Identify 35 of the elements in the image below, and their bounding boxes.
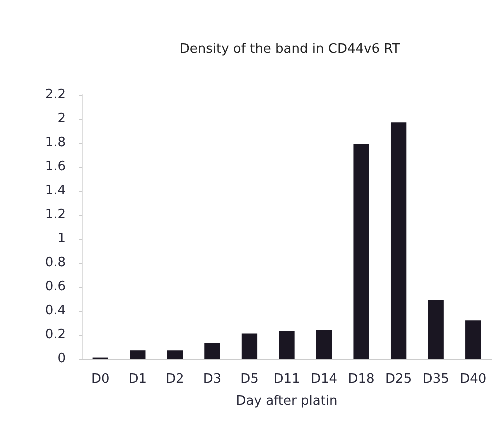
bar [130, 350, 146, 359]
y-tick-label: 1.8 [45, 136, 66, 150]
bar [354, 144, 370, 359]
x-tick-label: D25 [386, 372, 412, 387]
x-tick-label: D11 [274, 372, 300, 387]
y-tick-label: 0 [58, 352, 66, 366]
bar [466, 320, 482, 359]
bar [390, 122, 407, 359]
y-tick-label: 1.4 [45, 184, 66, 198]
y-tick-label: 0.2 [45, 328, 66, 342]
y-tick-label: 2.2 [45, 88, 66, 102]
x-tick-label: D18 [348, 372, 375, 387]
bar [204, 343, 220, 359]
y-tick-label: 1.6 [45, 160, 66, 174]
x-tick-label: D0 [91, 372, 110, 387]
x-tick-label: D5 [240, 372, 259, 387]
y-tick-label: 2 [58, 112, 66, 126]
y-tick-label: 1.2 [45, 208, 66, 222]
chart-title: Density of the band in CD44v6 RT [180, 42, 400, 57]
y-tick-label: 0.4 [45, 304, 66, 318]
bar [428, 300, 444, 359]
bar [279, 331, 295, 359]
bar [242, 334, 258, 359]
y-tick-label: 0.6 [45, 280, 66, 294]
bar [167, 350, 184, 359]
x-tick-label: D2 [166, 372, 184, 387]
x-tick-label: D40 [460, 372, 487, 387]
x-tick-label: D35 [422, 372, 450, 387]
x-tick-label: D1 [128, 372, 148, 387]
y-tick-label: 1 [58, 232, 66, 246]
y-tick-label: 0.8 [45, 256, 66, 270]
bar [316, 330, 332, 359]
x-tick-label: D3 [203, 372, 222, 387]
x-axis-title: Day after platin [236, 394, 338, 409]
x-tick-label: D14 [310, 372, 338, 387]
